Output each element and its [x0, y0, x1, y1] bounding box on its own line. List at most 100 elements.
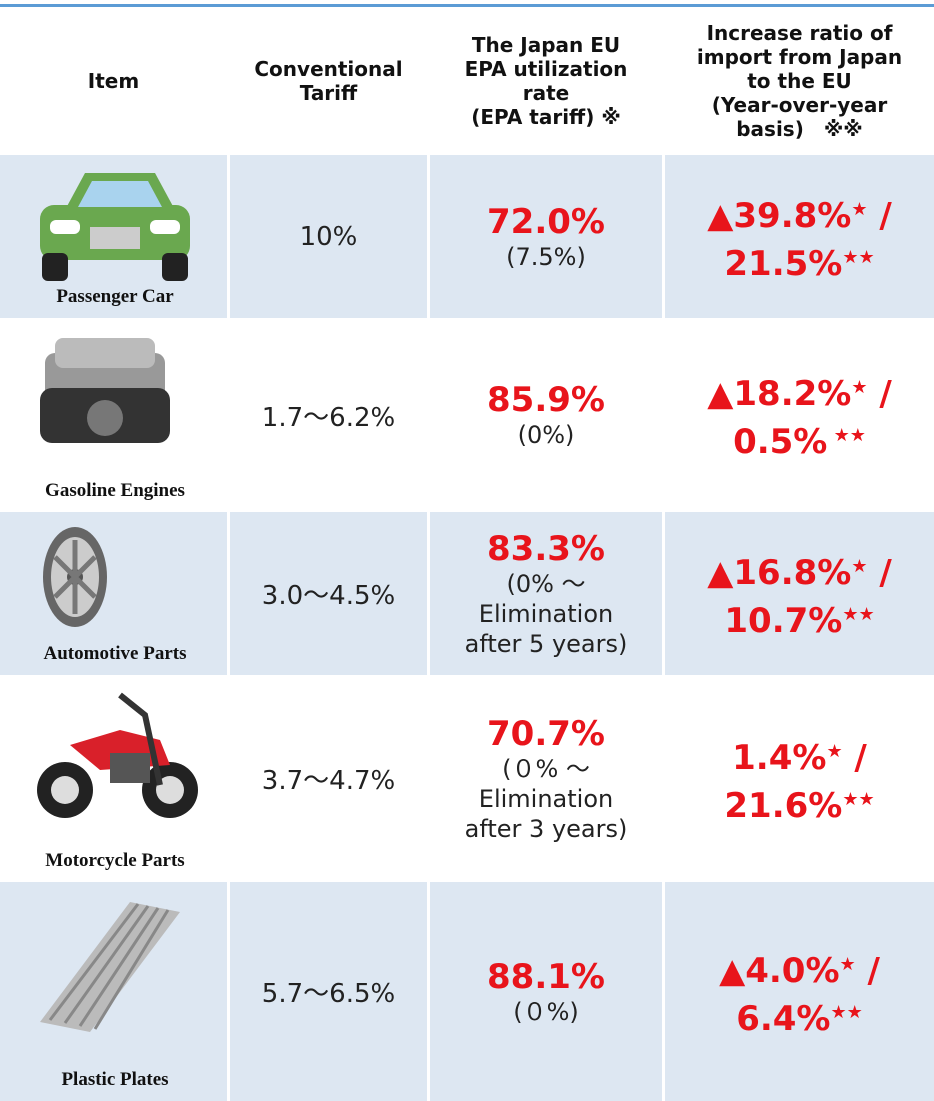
- tariff-cell: 10%: [230, 155, 430, 318]
- rate: 83.3%: [487, 529, 605, 569]
- item-label: Plastic Plates: [0, 1069, 230, 1091]
- rate-note: (0% ～: [506, 569, 585, 599]
- item-cell: Automotive Parts: [0, 512, 230, 675]
- increase-cell: 1.4%★ /21.6%★★: [665, 675, 934, 882]
- rate-note: after 5 years): [465, 629, 628, 659]
- separator: /: [856, 951, 880, 991]
- increase-value: 1.4%: [732, 738, 826, 778]
- header-text: rate: [523, 81, 569, 105]
- separator: /: [867, 374, 891, 414]
- increase-line: 6.4%★★: [736, 992, 863, 1040]
- increase-line: 0.5% ★★: [733, 415, 866, 463]
- increase-cell: ▲4.0%★ /6.4%★★: [665, 882, 934, 1101]
- item-icon: [30, 328, 180, 462]
- separator: /: [867, 196, 891, 236]
- rate: 70.7%: [487, 714, 605, 754]
- increase-line: ▲4.0%★ /: [719, 944, 880, 992]
- increase-line: 1.4%★ /: [732, 731, 867, 779]
- header-text: to the EU: [747, 69, 852, 93]
- header-text: Conventional: [254, 57, 402, 81]
- increase-value: 21.6%: [724, 786, 842, 826]
- tariff: 3.0～4.5%: [262, 575, 395, 612]
- item-icon: [30, 685, 200, 829]
- star-mark: ★★: [842, 604, 874, 625]
- separator: /: [867, 553, 891, 593]
- separator: /: [843, 738, 867, 778]
- star-mark: ★: [851, 199, 867, 220]
- rate: 85.9%: [487, 380, 605, 420]
- star-mark: ★: [826, 741, 842, 762]
- item-cell: Gasoline Engines: [0, 318, 230, 512]
- header-text: (EPA tariff) ※: [471, 105, 621, 129]
- increase-value: ▲4.0%: [719, 951, 839, 991]
- increase-value: 21.5%: [724, 244, 842, 284]
- increase-cell: ▲16.8%★ /10.7%★★: [665, 512, 934, 675]
- star-mark: ★: [851, 377, 867, 398]
- increase-line: ▲39.8%★ /: [707, 189, 892, 237]
- rate-note: (０% ～: [502, 754, 590, 784]
- rate-note: after 3 years): [465, 814, 628, 844]
- increase-value: ▲39.8%: [707, 196, 851, 236]
- tariff-cell: 3.7～4.7%: [230, 675, 430, 882]
- star-mark: ★★: [827, 425, 866, 446]
- rate-note: Elimination: [479, 599, 613, 629]
- rate: 72.0%: [487, 202, 605, 242]
- tariff-cell: 3.0～4.5%: [230, 512, 430, 675]
- table-row: Motorcycle Parts 3.7～4.7% 70.7%(０% ～Elimin…: [0, 675, 934, 882]
- star-mark: ★★: [831, 1002, 863, 1023]
- tariff: 3.7～4.7%: [262, 760, 395, 797]
- increase-cell: ▲39.8%★ /21.5%★★: [665, 155, 934, 318]
- header-text: Increase ratio of: [707, 21, 893, 45]
- header-text: EPA utilization: [465, 57, 628, 81]
- rate: 88.1%: [487, 957, 605, 997]
- star-mark: ★: [840, 954, 856, 975]
- increase-line: 21.6%★★: [724, 779, 874, 827]
- tariff: 1.7～6.2%: [262, 397, 395, 434]
- item-cell: Plastic Plates: [0, 882, 230, 1101]
- tariff-cell: 1.7～6.2%: [230, 318, 430, 512]
- header-cell: Item: [0, 7, 230, 155]
- rate-note: Elimination: [479, 784, 613, 814]
- tariff-cell: 5.7～6.5%: [230, 882, 430, 1101]
- item-cell: Passenger Car: [0, 155, 230, 318]
- item-icon: [30, 165, 200, 289]
- page: ItemConventionalTariffThe Japan EUEPA ut…: [0, 0, 934, 1101]
- header-text: (Year-over-year: [712, 93, 887, 117]
- header-text: import from Japan: [697, 45, 902, 69]
- rate-cell: 88.1%(０%): [430, 882, 665, 1101]
- item-cell: Motorcycle Parts: [0, 675, 230, 882]
- star-mark: ★: [851, 556, 867, 577]
- header-text: Tariff: [300, 81, 357, 105]
- rate-note: (0%): [518, 420, 575, 450]
- star-mark: ★★: [842, 789, 874, 810]
- rate-note: (7.5%): [506, 242, 586, 272]
- header-text: The Japan EU: [472, 33, 620, 57]
- rate-cell: 72.0%(7.5%): [430, 155, 665, 318]
- increase-line: 21.5%★★: [724, 237, 874, 285]
- item-label: Automotive Parts: [0, 643, 230, 665]
- increase-value: ▲18.2%: [707, 374, 851, 414]
- increase-value: 6.4%: [736, 999, 830, 1039]
- tariff: 10%: [300, 222, 358, 252]
- item-label: Gasoline Engines: [0, 480, 230, 502]
- rate-note: (０%): [513, 997, 579, 1027]
- increase-line: 10.7%★★: [724, 594, 874, 642]
- rate-cell: 85.9%(0%): [430, 318, 665, 512]
- table-row: Automotive Parts 3.0～4.5% 83.3%(0% ～Elimin…: [0, 512, 934, 675]
- increase-line: ▲18.2%★ /: [707, 367, 892, 415]
- item-icon: [30, 892, 190, 1036]
- item-icon: [30, 522, 120, 636]
- header-text: Item: [88, 69, 139, 93]
- star-mark: ★★: [842, 247, 874, 268]
- increase-cell: ▲18.2%★ /0.5% ★★: [665, 318, 934, 512]
- header-text: basis) ※※: [736, 117, 863, 141]
- tariff: 5.7～6.5%: [262, 973, 395, 1010]
